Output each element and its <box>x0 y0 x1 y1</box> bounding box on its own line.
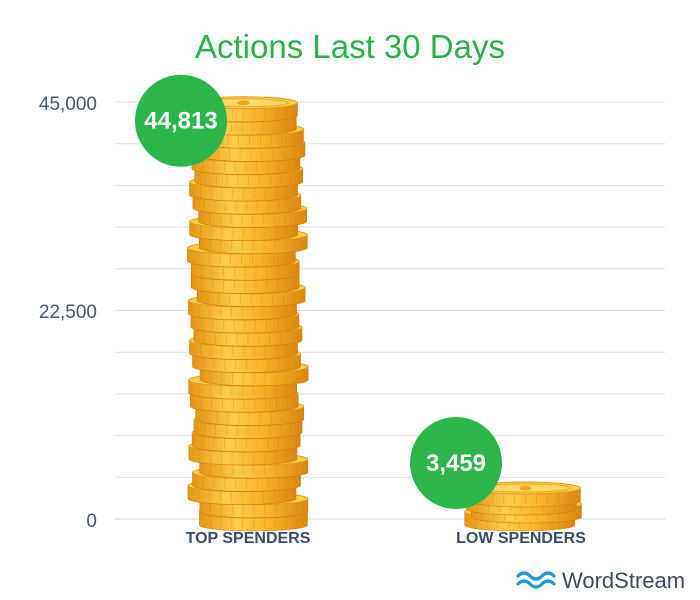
value-badge-top-spenders: 44,813 <box>135 74 227 167</box>
bar-top-spenders <box>186 96 309 532</box>
brand-name: WordStream <box>562 568 685 593</box>
category-label-top-spenders: TOP SPENDERS <box>186 530 311 547</box>
y-tick-label-zero: 0 <box>86 511 97 532</box>
value-badge-circle <box>410 416 502 509</box>
y-tick-label-top: 45,000 <box>39 94 97 115</box>
y-tick-label-mid: 22,500 <box>39 302 97 323</box>
data-label-low-spenders: 3,459 <box>426 450 486 477</box>
wordstream-logo: WordStream <box>516 568 685 593</box>
data-label-top-spenders: 44,813 <box>144 108 217 135</box>
value-badge-circle <box>135 74 227 167</box>
value-badge-low-spenders: 3,459 <box>410 416 502 509</box>
coin <box>469 481 581 508</box>
wave-logo-icon <box>516 571 556 589</box>
chart-title: Actions Last 30 Days <box>195 28 505 65</box>
category-label-low-spenders: LOW SPENDERS <box>456 530 586 547</box>
bar-low-spenders <box>464 481 582 532</box>
